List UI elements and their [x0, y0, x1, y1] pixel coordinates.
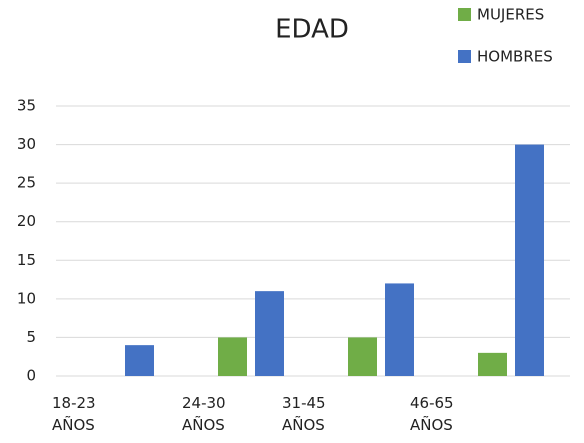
- legend-label: HOMBRES: [477, 48, 553, 66]
- x-tick-label: 46-65 AÑOS: [410, 394, 454, 434]
- bar: [385, 283, 414, 376]
- x-tick-label: 18-23 AÑOS: [52, 394, 96, 434]
- y-tick-label: 10: [17, 289, 36, 307]
- y-tick-label: 0: [26, 367, 36, 385]
- y-tick-label: 25: [17, 174, 36, 192]
- bar: [255, 291, 284, 376]
- bar: [515, 144, 544, 376]
- y-tick-label: 35: [17, 97, 36, 115]
- bar: [348, 337, 377, 376]
- x-tick-label: 24-30 AÑOS: [182, 394, 226, 434]
- legend-swatch: [458, 8, 471, 21]
- y-tick-label: 5: [26, 328, 36, 346]
- y-tick-label: 15: [17, 251, 36, 269]
- bar: [478, 352, 507, 376]
- chart-title: EDAD: [275, 15, 349, 45]
- legend-label: MUJERES: [477, 6, 544, 24]
- bar: [125, 345, 154, 376]
- y-tick-label: 30: [17, 135, 36, 153]
- legend-swatch: [458, 50, 471, 63]
- x-tick-label: 31-45 AÑOS: [282, 394, 326, 434]
- y-tick-label: 20: [17, 212, 36, 230]
- bar: [218, 337, 247, 376]
